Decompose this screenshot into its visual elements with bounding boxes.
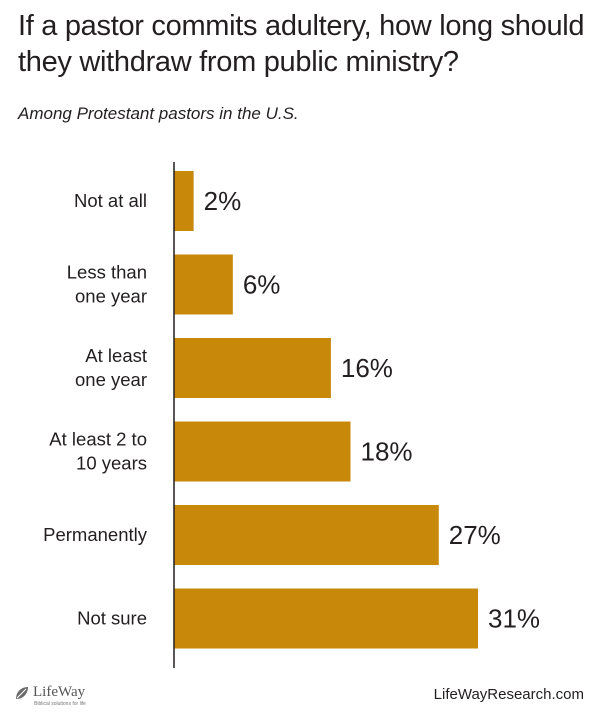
category-label-3: At least 2 to 10 years	[49, 429, 147, 474]
bar-3	[174, 421, 351, 482]
category-label-line: Permanently	[43, 524, 148, 545]
category-label-line: one year	[75, 369, 147, 390]
category-label-2: At least one year	[75, 345, 147, 390]
value-label-1: 6%	[243, 270, 281, 300]
value-label-3: 18%	[361, 437, 413, 467]
bar-chart: 2% Not at all 6% Less than one year 16% At lea…	[43, 162, 540, 668]
value-label-5: 31%	[488, 604, 540, 634]
value-label-4: 27%	[449, 520, 501, 550]
category-label-line: 10 years	[76, 453, 147, 474]
chart-subtitle: Among Protestant pastors in the U.S.	[18, 104, 299, 123]
bar-1	[174, 254, 233, 315]
footer-url[interactable]: LifeWayResearch.com	[433, 686, 584, 703]
category-label-line: Less than	[67, 262, 147, 283]
logo-text: LifeWay	[33, 684, 86, 700]
category-label-line: one year	[75, 286, 147, 307]
logo-tagline: Biblical solutions for life	[34, 701, 86, 707]
value-label-0: 2%	[204, 186, 242, 216]
category-label-0: Not at all	[74, 190, 147, 211]
bar-2	[174, 338, 331, 398]
category-label-line: At least 2 to	[49, 429, 147, 450]
bar-4	[174, 505, 439, 565]
value-label-2: 16%	[341, 353, 393, 383]
category-label-5: Not sure	[77, 608, 147, 629]
chart-title: If a pastor commits adultery, how long s…	[18, 10, 585, 78]
category-label-line: At least	[85, 345, 147, 366]
bar-5	[174, 588, 478, 649]
category-label-line: Not sure	[77, 608, 147, 629]
lifeway-leaf-icon	[16, 686, 28, 699]
category-label-1: Less than one year	[67, 262, 147, 307]
lifeway-logo: LifeWay Biblical solutions for life	[14, 684, 86, 707]
category-label-line: Not at all	[74, 190, 147, 211]
category-label-4: Permanently	[43, 524, 148, 545]
bar-0	[174, 171, 194, 231]
